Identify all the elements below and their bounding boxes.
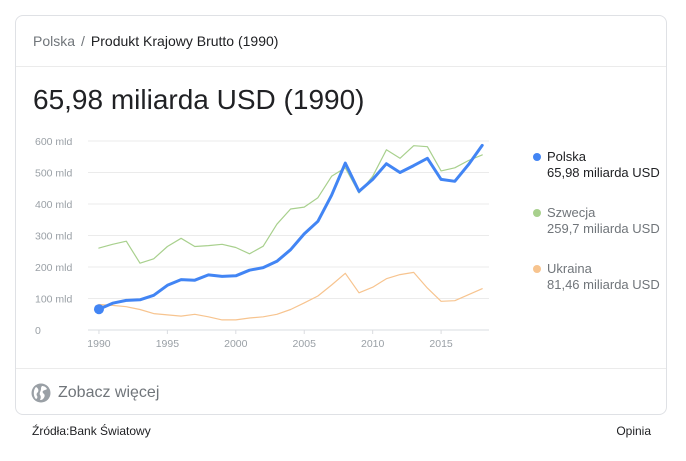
legend-name: Szwecja <box>547 205 596 220</box>
knowledge-card: Polska / Produkt Krajowy Brutto (1990) 65,… <box>15 15 667 415</box>
breadcrumb-country-link[interactable]: Polska <box>33 33 76 49</box>
globe-icon <box>31 383 51 403</box>
x-tick-label: 2015 <box>429 338 453 350</box>
x-tick-label: 2000 <box>224 338 248 350</box>
legend-name: Polska <box>547 149 587 164</box>
sources-text: Źródła:Bank Światowy <box>32 424 151 438</box>
y-tick-label: 500 mld <box>35 168 73 180</box>
y-tick-label: 600 mld <box>35 138 73 148</box>
chart-x-axis: 1990 1995 2000 2005 2010 2015 <box>87 329 489 350</box>
x-tick-label: 1995 <box>156 338 180 350</box>
series-line-polska <box>97 143 484 311</box>
series-point-polska-selected[interactable] <box>93 304 104 315</box>
feedback-link[interactable]: Opinia <box>616 424 651 438</box>
x-tick-label: 1990 <box>87 338 111 350</box>
legend-item-polska[interactable]: Polska 65,98 miliarda USD <box>533 149 663 181</box>
headline-value: 65,98 miliarda USD (1990) <box>33 84 365 115</box>
legend-item-ukraina[interactable]: Ukraina 81,46 miliarda USD <box>533 261 663 293</box>
legend-value: 65,98 miliarda USD <box>547 165 660 180</box>
legend-value: 259,7 miliarda USD <box>547 221 660 236</box>
x-tick-label: 2005 <box>293 338 317 350</box>
x-tick-label: 2010 <box>361 338 385 350</box>
see-more-label: Zobacz więcej <box>58 384 160 401</box>
series-line-ukraina <box>98 271 483 321</box>
y-tick-label: 300 mld <box>35 231 73 243</box>
legend-dot-szwecja <box>533 209 541 217</box>
gdp-line-chart: 0 100 mld 200 mld 300 mld 400 mld 500 mld 600 … <box>35 138 489 350</box>
chart-gridlines <box>88 140 489 331</box>
legend-name: Ukraina <box>547 261 592 276</box>
y-tick-label: 100 mld <box>35 294 73 306</box>
y-tick-label: 400 mld <box>35 199 73 211</box>
legend-value: 81,46 miliarda USD <box>547 277 660 292</box>
see-more-link[interactable]: Zobacz więcej <box>31 383 159 403</box>
footer-divider <box>16 368 666 369</box>
legend-dot-ukraina <box>533 265 541 273</box>
chart-series-group <box>93 143 484 321</box>
chart-y-axis-labels: 0 100 mld 200 mld 300 mld 400 mld 500 mld 600 … <box>35 138 73 337</box>
legend-item-szwecja[interactable]: Szwecja 259,7 miliarda USD <box>533 205 663 237</box>
breadcrumb-page: Produkt Krajowy Brutto (1990) <box>90 33 279 49</box>
chart-legend: Polska 65,98 miliarda USD Szwecja 259,7 … <box>533 149 663 293</box>
breadcrumb-separator: / <box>81 33 85 49</box>
header-divider <box>16 66 666 67</box>
y-tick-label: 0 <box>35 325 41 337</box>
series-line-szwecja <box>98 145 483 264</box>
y-tick-label: 200 mld <box>35 262 73 274</box>
legend-dot-polska <box>533 153 541 161</box>
breadcrumb: Polska / Produkt Krajowy Brutto (1990) <box>33 32 278 50</box>
